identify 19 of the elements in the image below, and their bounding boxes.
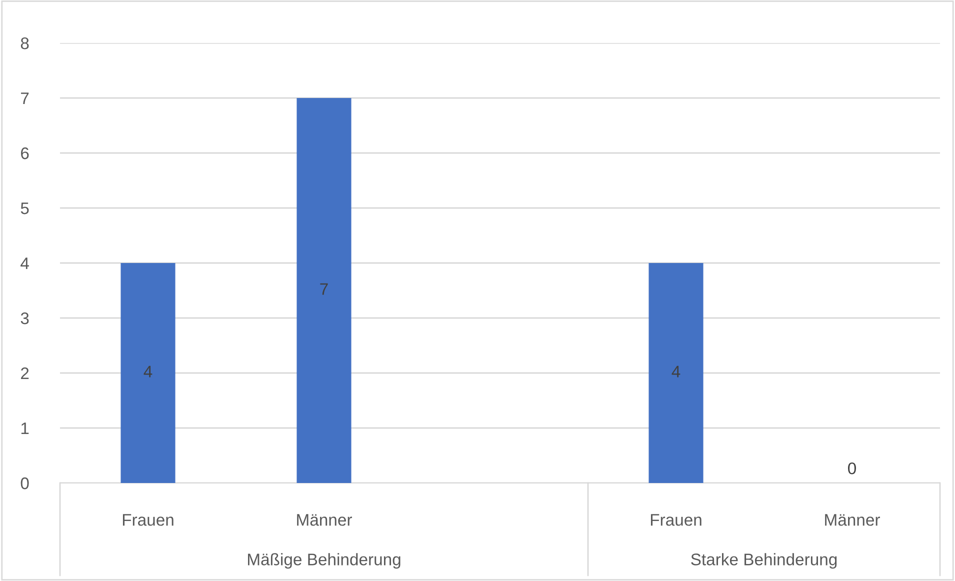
x-tick-label: Frauen — [122, 514, 174, 526]
y-tick-label: 6 — [21, 147, 29, 160]
x-tick-label: Männer — [297, 514, 352, 526]
x-tick-label: Männer — [825, 514, 880, 526]
y-tick-label: 1 — [21, 422, 29, 434]
y-tick-label: 7 — [21, 92, 29, 104]
text: Mäßige Behinderung — [248, 553, 400, 569]
data-label: 4 — [672, 366, 680, 378]
y-tick-label: 5 — [20, 202, 29, 214]
y-tick-label: 2 — [21, 367, 29, 380]
data-label: 4 — [144, 366, 152, 378]
text: Starke Behinderung — [691, 553, 837, 569]
y-tick-label: 3 — [20, 312, 29, 324]
data-label: 7 — [320, 283, 328, 295]
y-tick-label: 8 — [20, 37, 29, 50]
data-label: 0 — [848, 462, 856, 474]
y-tick-label: 4 — [20, 258, 29, 270]
y-tick-label: 0 — [20, 477, 29, 490]
x-tick-label: Frauen — [650, 514, 702, 526]
